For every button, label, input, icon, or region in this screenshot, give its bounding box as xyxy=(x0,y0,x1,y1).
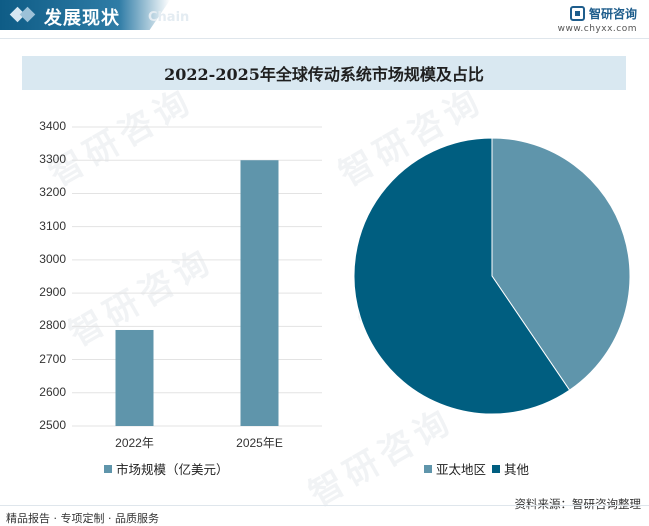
y-tick-label: 2700 xyxy=(39,351,66,366)
pie-legend: 亚太地区 其他 xyxy=(424,459,529,478)
pie-slice-1 xyxy=(353,137,571,415)
y-tick-label: 3200 xyxy=(39,185,66,200)
page-header: 发展现状 Chain 智研咨询 www.chyxx.com xyxy=(0,0,649,40)
bar-legend: 市场规模（亿美元） xyxy=(104,459,229,478)
legend-swatch xyxy=(492,464,501,473)
y-tick-label: 2500 xyxy=(39,418,66,432)
section-subtitle: Chain xyxy=(148,10,190,25)
section-title: 发展现状 xyxy=(44,8,120,29)
footer-divider xyxy=(0,505,649,506)
y-tick-label: 2600 xyxy=(39,384,66,399)
x-tick-label: 2025年E xyxy=(236,436,283,450)
y-tick-label: 2900 xyxy=(39,285,66,300)
chart-title: 2022-2025年全球传动系统市场规模及占比 xyxy=(22,56,626,90)
y-tick-label: 3400 xyxy=(39,119,66,133)
footer-tagline: 精品报告 · 专项定制 · 品质服务 xyxy=(6,512,159,525)
y-tick-label: 3300 xyxy=(39,152,66,167)
legend-label-other: 其他 xyxy=(504,462,530,477)
brand-name: 智研咨询 xyxy=(588,7,637,21)
brand-url: www.chyxx.com xyxy=(557,24,637,34)
legend-swatch xyxy=(424,464,432,473)
y-tick-label: 3000 xyxy=(39,251,66,266)
bar-1 xyxy=(240,160,279,426)
legend-swatch xyxy=(104,464,112,473)
brand: 智研咨询 www.chyxx.com xyxy=(558,5,637,34)
source-note: 资料来源：智研咨询整理 xyxy=(514,497,642,511)
legend-label-market-size: 市场规模（亿美元） xyxy=(116,462,229,477)
header-divider xyxy=(0,38,649,39)
brand-logo-icon xyxy=(569,6,585,21)
legend-label-asia-pacific: 亚太地区 xyxy=(436,462,487,477)
y-tick-label: 2800 xyxy=(39,318,66,333)
pie-slice-0 xyxy=(491,137,631,391)
bar-0 xyxy=(115,329,154,426)
y-tick-label: 3100 xyxy=(39,218,66,233)
x-tick-label: 2022年 xyxy=(115,436,154,450)
